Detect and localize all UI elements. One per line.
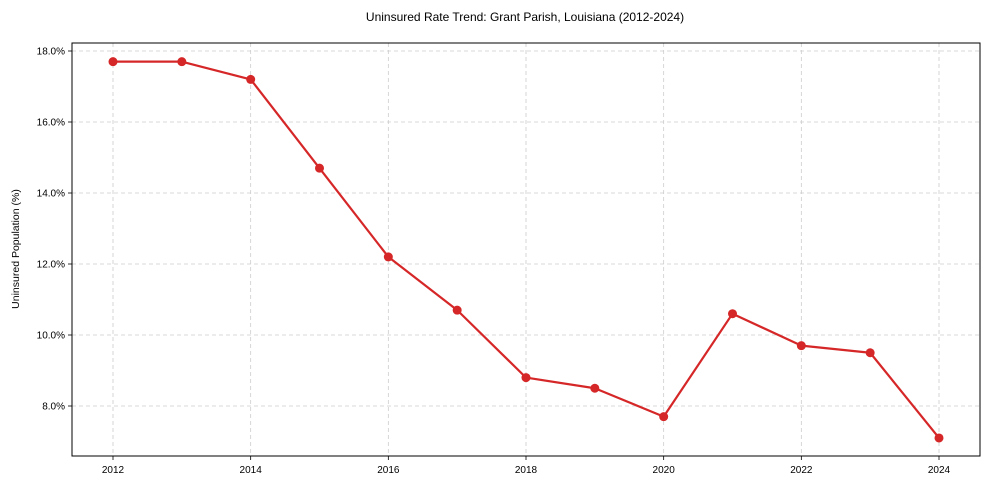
grid-lines (72, 43, 980, 456)
data-point-marker (590, 383, 600, 393)
data-point-marker (796, 341, 806, 351)
data-point-marker (246, 74, 256, 84)
data-point-marker (452, 305, 462, 315)
data-point-marker (728, 309, 737, 319)
chart-title: Uninsured Rate Trend: Grant Parish, Loui… (366, 10, 684, 24)
y-tick-label: 10.0% (37, 331, 65, 342)
y-axis: 8.0% 10.0% 12.0% 14.0% 16.0% 18.0% (37, 47, 72, 413)
data-point-marker (865, 348, 875, 358)
y-tick-label: 14.0% (37, 189, 65, 200)
data-point-marker (934, 433, 944, 443)
y-tick-label: 18.0% (37, 47, 65, 58)
data-point-marker (177, 57, 187, 67)
data-point-marker (315, 163, 324, 173)
x-axis: 2012 2014 2016 2018 2020 2022 2024 (102, 456, 951, 476)
data-series (108, 57, 944, 443)
data-point-marker (521, 373, 531, 383)
y-axis-label: Uninsured Population (%) (10, 189, 22, 309)
x-tick-label: 2014 (240, 465, 263, 476)
x-tick-label: 2012 (102, 465, 125, 476)
x-tick-label: 2022 (790, 465, 813, 476)
x-tick-label: 2018 (515, 465, 538, 476)
x-tick-label: 2024 (928, 465, 951, 476)
x-tick-label: 2020 (653, 465, 676, 476)
y-tick-label: 8.0% (42, 402, 65, 413)
y-tick-label: 12.0% (37, 260, 65, 271)
data-point-marker (108, 57, 118, 67)
data-point-marker (383, 252, 393, 262)
data-point-marker (659, 412, 669, 422)
y-tick-label: 16.0% (37, 118, 65, 129)
x-tick-label: 2016 (377, 465, 400, 476)
